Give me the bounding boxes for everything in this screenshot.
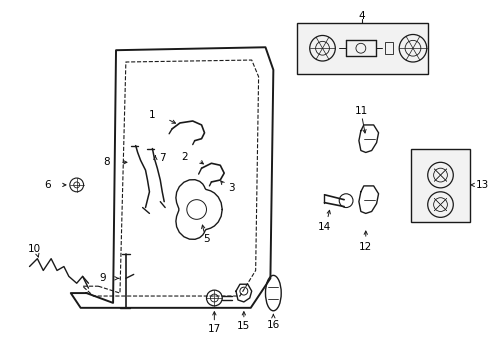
Bar <box>296 23 427 74</box>
Text: 15: 15 <box>237 320 250 330</box>
Text: 2: 2 <box>181 152 188 162</box>
Text: 4: 4 <box>358 11 365 21</box>
Text: 5: 5 <box>203 234 209 244</box>
Text: 8: 8 <box>103 157 110 167</box>
Text: 1: 1 <box>149 110 155 120</box>
Text: 16: 16 <box>266 320 280 329</box>
Text: 12: 12 <box>358 242 372 252</box>
Text: 9: 9 <box>100 273 106 283</box>
Text: 14: 14 <box>317 222 330 232</box>
Bar <box>410 149 469 222</box>
Text: 13: 13 <box>475 180 488 190</box>
Text: 11: 11 <box>354 106 368 116</box>
Text: 3: 3 <box>228 183 234 193</box>
Text: 17: 17 <box>207 324 221 334</box>
Text: 6: 6 <box>44 180 51 190</box>
Text: 7: 7 <box>159 153 165 163</box>
Bar <box>385 42 392 54</box>
Text: 10: 10 <box>28 244 41 254</box>
